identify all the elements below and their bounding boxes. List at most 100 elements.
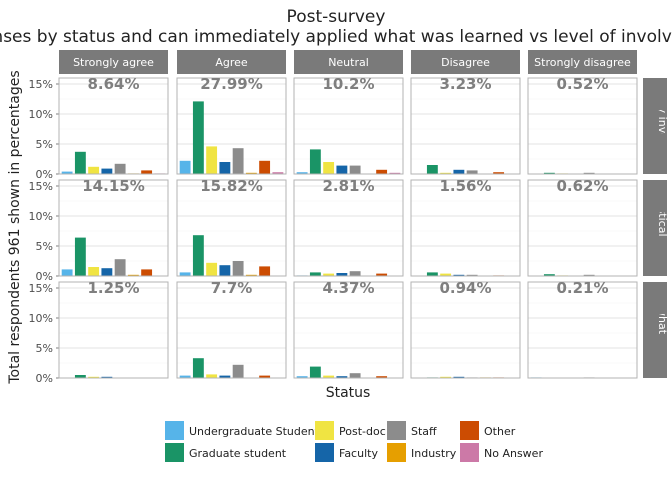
panel-border xyxy=(527,179,638,277)
legend-item-undergraduate-student: Undergraduate Student xyxy=(165,421,320,440)
legend-swatch xyxy=(460,421,479,440)
col-strip-label: Strongly disagree xyxy=(534,56,631,69)
y-tick-label: 5% xyxy=(36,342,53,355)
bar-graduate-student xyxy=(426,165,438,174)
bar-other xyxy=(141,170,153,174)
chart-title: Post-survey xyxy=(287,7,386,27)
bar-graduate-student xyxy=(74,237,86,276)
legend-label: Industry xyxy=(411,447,457,460)
panel-very-involved-disagree: 3.23% xyxy=(410,75,521,175)
panel-percent-label: 27.99% xyxy=(200,75,262,93)
panel-enthusiastically-involved-neutral: 2.81% xyxy=(293,177,404,277)
row-strip-somewhat-involved: Somewhat involved xyxy=(643,282,669,378)
col-strip-disagree: Disagree xyxy=(411,50,520,74)
bar-post-doc xyxy=(88,166,100,174)
bar-other xyxy=(259,160,271,174)
panel-background xyxy=(528,78,637,174)
bar-other xyxy=(259,266,271,276)
col-strip-bg xyxy=(411,50,520,74)
row-strip-enthusiastically-involved: Enthusiastically involved xyxy=(643,180,669,276)
legend-swatch xyxy=(165,443,184,462)
panel-border xyxy=(176,179,287,277)
panel-percent-label: 7.7% xyxy=(211,279,253,297)
legend-swatch xyxy=(315,443,334,462)
bar-faculty xyxy=(101,376,113,378)
panel-background xyxy=(411,282,520,378)
bar-post-doc xyxy=(440,172,452,174)
legend-item-staff: Staff xyxy=(387,421,437,440)
row-strip-very-involved: Very involved xyxy=(643,78,669,174)
panel-border xyxy=(293,77,404,175)
col-strip-agree: Agree xyxy=(177,50,286,74)
legend-label: Staff xyxy=(411,425,437,438)
y-tick-label: 0% xyxy=(36,270,53,283)
panel-background xyxy=(411,180,520,276)
row-strip-bg xyxy=(643,282,667,378)
legend-swatch xyxy=(387,443,406,462)
panel-border xyxy=(293,281,404,379)
y-tick-label: 5% xyxy=(36,240,53,253)
bar-other xyxy=(376,169,388,174)
panel-percent-label: 1.56% xyxy=(439,177,491,195)
row-strip-bg xyxy=(643,180,667,276)
col-strip-bg xyxy=(528,50,637,74)
bar-staff xyxy=(232,364,244,378)
bar-graduate-student xyxy=(192,101,204,174)
panel-very-involved-neutral: 10.2% xyxy=(293,75,404,175)
panel-somewhat-involved-agree: 7.7% xyxy=(176,279,287,379)
panel-border xyxy=(527,281,638,379)
col-strip-strongly-agree: Strongly agree xyxy=(59,50,168,74)
legend-label: Other xyxy=(484,425,516,438)
panel-border xyxy=(293,179,404,277)
legend: Undergraduate Student Graduate student Pos… xyxy=(165,421,543,462)
bar-undergraduate-student xyxy=(296,172,308,174)
chart-subtitle: responses by status and can immediately … xyxy=(0,27,672,47)
y-tick-label: 10% xyxy=(29,108,53,121)
bar-undergraduate-student xyxy=(296,376,308,378)
panel-percent-label: 1.25% xyxy=(87,279,139,297)
bar-faculty xyxy=(336,376,348,378)
y-tick-label: 15% xyxy=(29,180,53,193)
bar-undergraduate-student xyxy=(61,269,73,276)
bar-staff xyxy=(232,261,244,276)
bar-no-answer xyxy=(389,172,401,174)
legend-swatch xyxy=(315,421,334,440)
panel-background xyxy=(294,180,403,276)
x-axis-title: Status xyxy=(326,385,371,401)
panel-somewhat-involved-disagree: 0.94% xyxy=(410,279,521,379)
bar-faculty xyxy=(219,265,231,276)
bar-other xyxy=(259,375,271,378)
panel-border xyxy=(58,77,169,175)
row-strip-bg xyxy=(643,78,667,174)
bar-faculty xyxy=(336,165,348,174)
bar-graduate-student xyxy=(426,272,438,276)
panel-enthusiastically-involved-disagree: 1.56% xyxy=(410,177,521,277)
bar-post-doc xyxy=(323,162,335,174)
bar-graduate-student xyxy=(74,375,86,378)
legend-item-graduate-student: Graduate student xyxy=(165,443,287,462)
bar-graduate-student xyxy=(309,366,321,378)
col-strip-neutral: Neutral xyxy=(294,50,403,74)
panel-percent-label: 3.23% xyxy=(439,75,491,93)
bar-undergraduate-student xyxy=(179,375,191,378)
panel-border xyxy=(58,179,169,277)
bar-industry xyxy=(245,172,257,174)
bar-faculty xyxy=(336,273,348,276)
panel-border xyxy=(527,77,638,175)
panel-border xyxy=(410,179,521,277)
bar-post-doc xyxy=(206,374,218,378)
legend-item-faculty: Faculty xyxy=(315,443,378,462)
panel-percent-label: 0.21% xyxy=(556,279,608,297)
bar-post-doc xyxy=(206,262,218,276)
y-tick-label: 15% xyxy=(29,78,53,91)
bar-graduate-student xyxy=(74,151,86,174)
col-strip-label: Strongly agree xyxy=(73,56,154,69)
legend-swatch xyxy=(165,421,184,440)
bar-post-doc xyxy=(440,376,452,378)
bar-staff xyxy=(349,271,361,276)
bar-industry xyxy=(245,274,257,276)
legend-item-no-answer: No Answer xyxy=(460,443,543,462)
legend-item-other: Other xyxy=(460,421,516,440)
bar-other xyxy=(141,269,153,276)
bar-graduate-student xyxy=(192,235,204,276)
